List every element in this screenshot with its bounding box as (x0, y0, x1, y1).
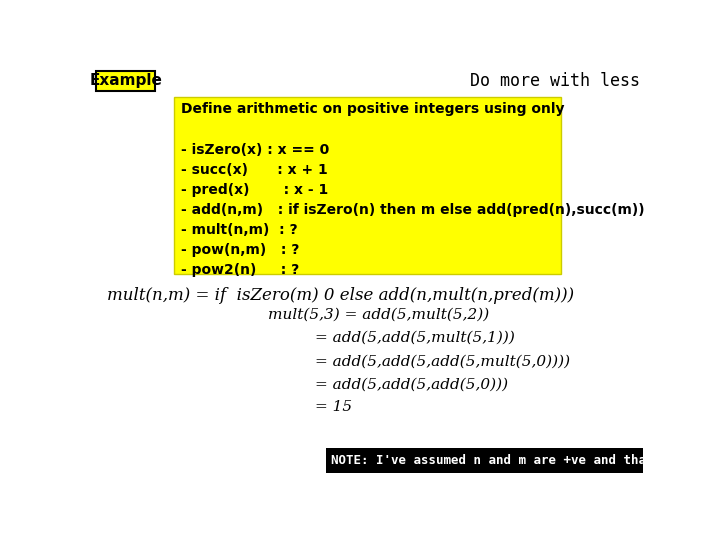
Text: NOTE: I've assumed n and m are +ve and that m > 0: NOTE: I've assumed n and m are +ve and t… (331, 454, 698, 467)
Text: = 15: = 15 (315, 401, 352, 415)
Text: Example: Example (89, 73, 162, 89)
Text: = add(5,add(5,add(5,mult(5,0)))): = add(5,add(5,add(5,mult(5,0)))) (315, 354, 570, 368)
Text: - pow(n,m)   : ?: - pow(n,m) : ? (181, 242, 300, 256)
Text: Do more with less: Do more with less (470, 72, 640, 90)
Text: - mult(n,m)  : ?: - mult(n,m) : ? (181, 222, 298, 237)
Text: - pow2(n)     : ?: - pow2(n) : ? (181, 262, 300, 276)
Text: = add(5,add(5,add(5,0))): = add(5,add(5,add(5,0))) (315, 377, 508, 392)
FancyBboxPatch shape (326, 448, 642, 473)
Text: mult(5,3) = add(5,mult(5,2)): mult(5,3) = add(5,mult(5,2)) (269, 308, 490, 322)
FancyBboxPatch shape (174, 97, 561, 274)
Text: mult(n,m) = if  isZero(m) 0 else add(n,mult(n,pred(m))): mult(n,m) = if isZero(m) 0 else add(n,mu… (107, 287, 574, 305)
Text: - add(n,m)   : if isZero(n) then m else add(pred(n),succ(m)): - add(n,m) : if isZero(n) then m else ad… (181, 202, 645, 217)
Text: Define arithmetic on positive integers using only: Define arithmetic on positive integers u… (181, 103, 565, 117)
Text: - pred(x)       : x - 1: - pred(x) : x - 1 (181, 183, 329, 197)
Text: - isZero(x) : x == 0: - isZero(x) : x == 0 (181, 143, 330, 157)
Text: - succ(x)      : x + 1: - succ(x) : x + 1 (181, 163, 328, 177)
FancyBboxPatch shape (96, 71, 155, 91)
Text: = add(5,add(5,mult(5,1))): = add(5,add(5,mult(5,1))) (315, 331, 515, 345)
